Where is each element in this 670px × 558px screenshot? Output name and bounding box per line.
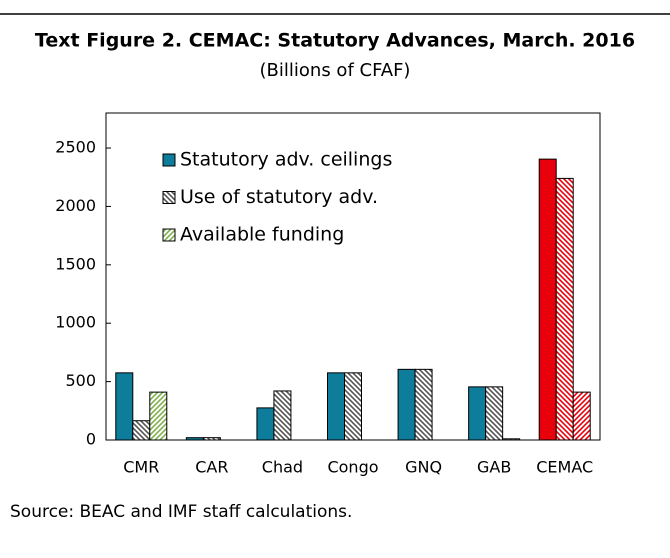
source-note: Source: BEAC and IMF staff calculations. — [10, 502, 352, 522]
bar — [149, 391, 168, 441]
bar — [397, 368, 416, 441]
bar — [485, 386, 504, 441]
bar — [468, 386, 487, 441]
bar — [414, 368, 433, 441]
y-tick-label: 2000 — [55, 196, 96, 215]
chart-subtitle: (Billions of CFAF) — [260, 60, 411, 81]
x-tick-label: GNQ — [405, 458, 442, 477]
bar — [115, 372, 134, 441]
legend-swatch — [162, 228, 176, 242]
legend-label: Statutory adv. ceilings — [180, 149, 392, 171]
legend-swatch — [162, 153, 176, 167]
y-tick-label: 1000 — [55, 313, 96, 332]
bar — [344, 372, 362, 441]
x-tick-label: Congo — [327, 458, 378, 477]
bar — [132, 420, 151, 441]
y-tick-label: 0 — [86, 430, 96, 449]
bar — [538, 158, 557, 441]
bar — [502, 438, 521, 441]
bar — [202, 437, 221, 441]
legend-swatch — [162, 191, 176, 204]
legend-label: Use of statutory adv. — [180, 186, 378, 208]
x-tick-label: CEMAC — [536, 458, 593, 477]
x-tick-label: Chad — [262, 458, 303, 477]
bar — [185, 437, 204, 441]
bar — [572, 391, 591, 441]
x-tick-label: CAR — [195, 458, 228, 477]
x-tick-label: CMR — [123, 458, 159, 477]
chart-title: Text Figure 2. CEMAC: Statutory Advances… — [35, 30, 635, 52]
legend-label: Available funding — [180, 224, 344, 246]
bar — [327, 372, 345, 441]
y-tick-label: 1500 — [55, 254, 96, 273]
x-tick-label: GAB — [477, 458, 511, 477]
bar — [256, 407, 275, 441]
y-tick-label: 500 — [65, 371, 96, 390]
y-tick-label: 2500 — [55, 138, 96, 157]
bar — [273, 390, 292, 441]
bar — [555, 177, 574, 441]
